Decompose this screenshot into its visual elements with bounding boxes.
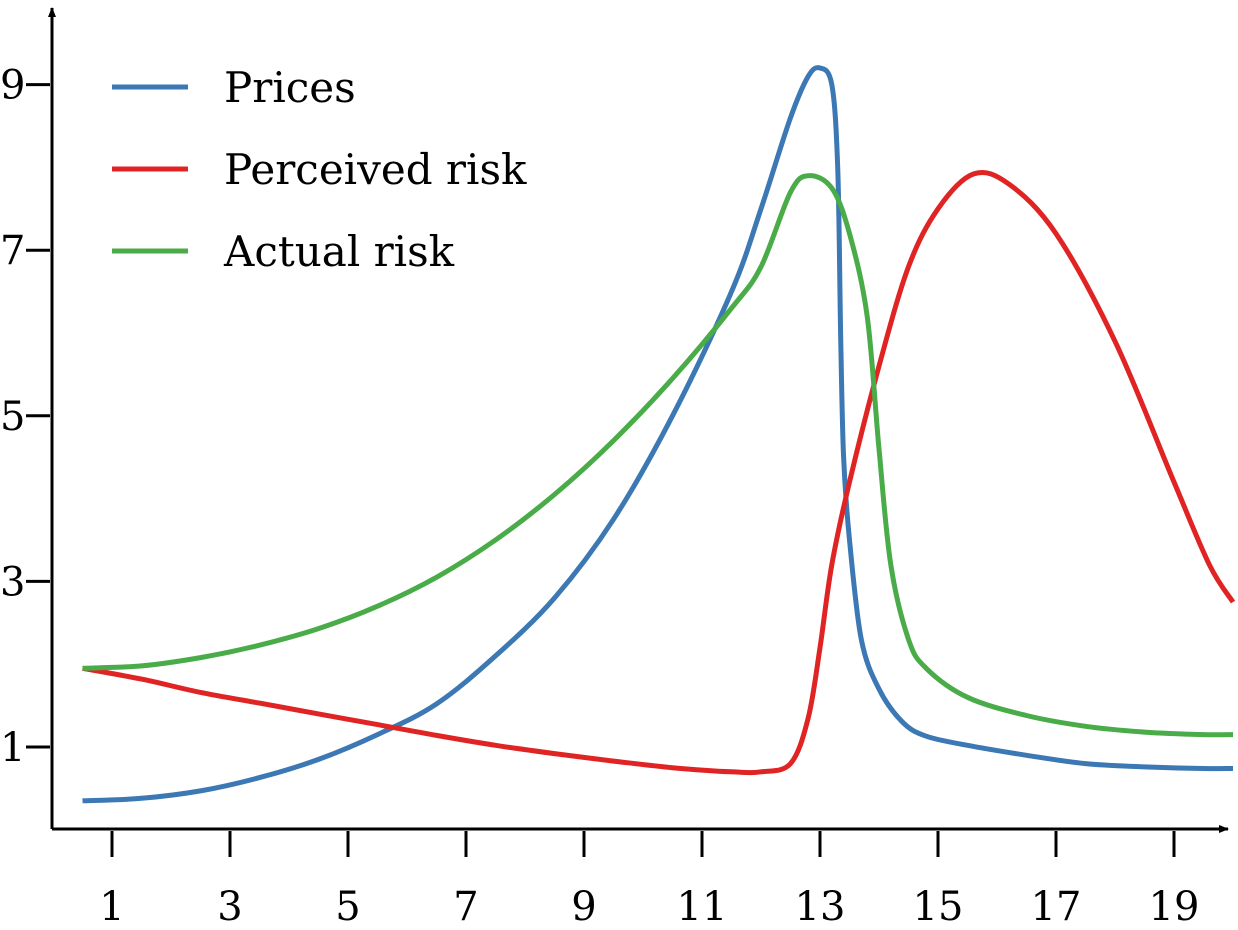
y-tick-label: 9 bbox=[0, 63, 25, 109]
legend-label-actual-risk: Actual risk bbox=[223, 227, 455, 276]
x-tick-label: 1 bbox=[99, 884, 124, 925]
x-tick-label: 11 bbox=[677, 884, 728, 925]
y-tick-label: 3 bbox=[0, 559, 25, 605]
x-tick-label: 17 bbox=[1031, 884, 1082, 925]
series-line-prices bbox=[82, 65, 1234, 804]
y-tick-label: 5 bbox=[0, 394, 25, 440]
legend: Prices Perceived risk Actual risk bbox=[112, 63, 527, 276]
legend-label-perceived-risk: Perceived risk bbox=[224, 145, 527, 194]
series-line-perceived-risk bbox=[82, 169, 1236, 776]
y-tick-label: 7 bbox=[0, 228, 25, 274]
x-tick-label: 13 bbox=[795, 884, 846, 925]
series-line-actual-risk bbox=[82, 173, 1234, 738]
x-tick-label: 5 bbox=[335, 884, 360, 925]
x-tick-label: 3 bbox=[217, 884, 242, 925]
series-lines bbox=[82, 65, 1236, 804]
x-tick-label: 7 bbox=[453, 884, 478, 925]
x-tick-label: 9 bbox=[571, 884, 596, 925]
y-tick-label: 1 bbox=[0, 725, 25, 771]
x-tick-label: 15 bbox=[913, 884, 964, 925]
x-tick-label: 19 bbox=[1149, 884, 1200, 925]
legend-label-prices: Prices bbox=[224, 63, 356, 112]
